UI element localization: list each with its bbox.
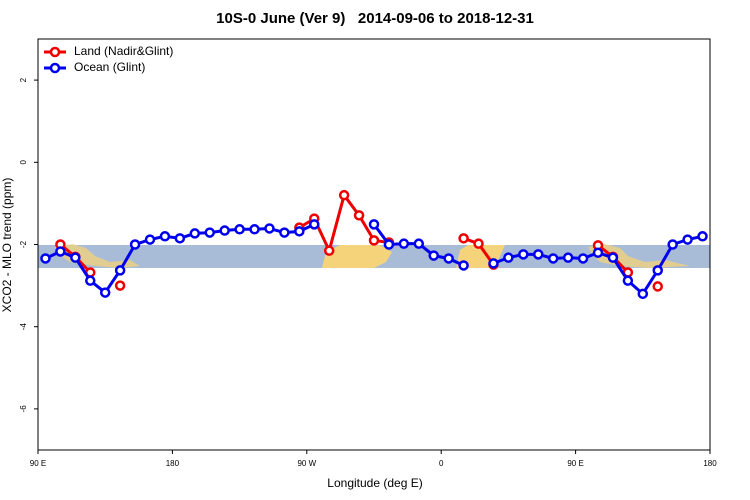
point — [622, 275, 634, 286]
point — [309, 219, 320, 230]
point — [85, 275, 96, 286]
point — [294, 226, 305, 237]
point — [114, 280, 126, 291]
x-tick-label: 180 — [166, 459, 180, 468]
point — [443, 253, 454, 264]
chart-title: 10S-0 June (Ver 9) 2014-09-06 to 2018-12… — [216, 10, 534, 27]
legend-label: Ocean (Glint) — [74, 60, 145, 74]
legend-label: Land (Nadir&Glint) — [74, 44, 173, 58]
point — [652, 265, 663, 276]
point — [547, 253, 559, 264]
legend-marker — [49, 46, 61, 58]
point — [428, 250, 439, 261]
x-axis-label: Longitude (deg E) — [327, 476, 422, 490]
point — [40, 253, 51, 264]
point — [279, 227, 290, 238]
point — [174, 233, 186, 244]
point — [652, 281, 663, 292]
y-tick-label: -6 — [19, 405, 28, 413]
point — [368, 219, 380, 230]
point — [488, 258, 499, 269]
point — [114, 265, 126, 276]
point — [503, 252, 514, 263]
point — [70, 252, 81, 263]
point — [562, 252, 574, 263]
point — [458, 233, 469, 244]
y-axis-label: XCO2 - MLO trend (ppm) — [0, 178, 14, 313]
point — [338, 189, 350, 201]
point — [577, 253, 589, 264]
point — [607, 252, 619, 263]
point — [473, 238, 484, 249]
point — [667, 239, 678, 250]
legend-marker — [49, 62, 61, 74]
point — [264, 223, 275, 234]
point — [413, 238, 425, 249]
x-tick-label: 90 E — [30, 459, 46, 468]
point — [219, 225, 230, 236]
x-tick-label: 90 W — [297, 459, 316, 468]
point — [323, 245, 335, 256]
point — [697, 231, 708, 242]
point — [55, 246, 66, 257]
x-tick-label: 180 — [703, 459, 717, 468]
y-tick-label: 0 — [19, 160, 28, 165]
point — [637, 288, 649, 300]
y-tick-label: -4 — [19, 323, 28, 331]
x-tick-label: 90 E — [567, 459, 583, 468]
point — [159, 231, 171, 242]
point — [533, 249, 544, 260]
point — [144, 234, 156, 245]
point — [204, 227, 215, 238]
point — [129, 239, 141, 250]
y-tick-label: -2 — [19, 240, 28, 248]
point — [592, 247, 604, 258]
point — [353, 210, 365, 221]
point — [383, 239, 395, 250]
point — [368, 235, 380, 246]
y-tick-label: 2 — [19, 77, 28, 82]
x-tick-label: 0 — [439, 459, 444, 468]
point — [518, 249, 529, 260]
point — [189, 228, 201, 239]
point — [398, 238, 410, 249]
point — [458, 260, 469, 271]
point — [99, 287, 111, 298]
point — [234, 224, 245, 235]
point — [249, 224, 260, 235]
point — [682, 234, 693, 245]
